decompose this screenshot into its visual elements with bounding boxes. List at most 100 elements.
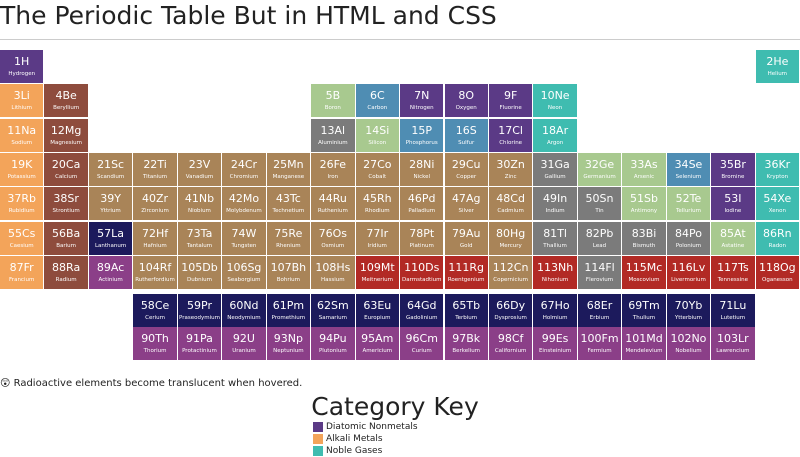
- element-name: Chromium: [229, 173, 259, 180]
- element-label: 104Rf: [133, 261, 176, 274]
- atomic-number: 79: [451, 226, 466, 240]
- element-symbol: Hs: [336, 260, 351, 274]
- atomic-number: 92: [232, 332, 247, 346]
- element-symbol: Mn: [287, 157, 304, 171]
- element-name: Samarium: [318, 315, 347, 321]
- atomic-number: 48: [496, 192, 511, 206]
- element-cell: 72Hf Hafnium: [133, 221, 177, 255]
- element-name: Iodine: [724, 208, 742, 215]
- element-symbol: Pr: [201, 299, 212, 312]
- element-label: 115Mc: [622, 261, 665, 274]
- element-name: Phosphorus: [405, 139, 438, 146]
- element-label: 28Ni: [400, 158, 443, 171]
- element-name: Lead: [592, 242, 607, 249]
- element-label: 94Pu: [311, 333, 354, 345]
- element-label: 26Fe: [311, 158, 354, 171]
- atomic-number: 107: [270, 260, 292, 274]
- element-symbol: Ir: [380, 226, 389, 240]
- element-symbol: Na: [21, 123, 37, 137]
- element-name: Thallium: [543, 242, 567, 249]
- element-cell: 112Cn Copernicium: [488, 255, 533, 289]
- element-symbol: Se: [688, 157, 703, 171]
- element-name: Iridium: [367, 242, 387, 249]
- key-title: Category Key: [311, 392, 479, 421]
- atomic-number: 51: [630, 192, 644, 206]
- atomic-number: 88: [52, 260, 67, 274]
- atomic-number: 40: [142, 192, 156, 206]
- element-cell: 40Zr Zirconium: [133, 187, 177, 221]
- element-label: 41Nb: [178, 193, 221, 205]
- atomic-number: 94: [319, 332, 334, 346]
- element-name: Copper: [456, 173, 477, 180]
- element-name: Mendelevium: [625, 348, 663, 355]
- element-cell: 55Cs Caesium: [0, 221, 44, 255]
- element-name: Actinium: [98, 276, 123, 283]
- element-label: 34Se: [667, 157, 710, 171]
- element-symbol: No: [691, 332, 707, 346]
- element-name: Potassium: [7, 173, 36, 180]
- element-label: 46Pd: [400, 193, 443, 205]
- atomic-number: 39: [100, 192, 115, 206]
- element-label: 118Og: [756, 261, 799, 274]
- element-cell: 82Pb Lead: [577, 221, 622, 255]
- element-name: Manganese: [272, 173, 305, 180]
- element-name: Sulfur: [458, 139, 475, 146]
- element-cell: 109Mt Meitnerium: [355, 255, 399, 289]
- element-name: Holmium: [542, 315, 568, 321]
- element-name: Tennessine: [717, 276, 749, 283]
- element-symbol: Lv: [692, 260, 706, 274]
- atomic-number: 90: [141, 332, 156, 346]
- element-name: Lanthanum: [94, 242, 127, 249]
- element-name: Strontium: [52, 208, 80, 215]
- atomic-number: 3: [13, 89, 21, 103]
- element-label: 63Eu: [356, 300, 399, 312]
- element-name: Bismuth: [632, 242, 656, 249]
- element-symbol: Mo: [242, 192, 260, 206]
- atomic-number: 10: [540, 89, 555, 103]
- element-symbol: Pt: [423, 226, 435, 240]
- element-cell: 11Na Sodium: [0, 118, 44, 152]
- element-name: Krypton: [766, 173, 789, 180]
- element-label: 57La: [89, 227, 132, 240]
- element-symbol: Nh: [557, 260, 574, 274]
- element-name: Titanium: [142, 173, 168, 180]
- element-name: Livermorium: [671, 276, 706, 283]
- element-label: 9F: [489, 90, 532, 102]
- element-name: Zinc: [504, 173, 517, 180]
- atomic-number: 81: [543, 226, 558, 240]
- element-cell: 117Ts Tennessine: [711, 255, 755, 289]
- element-symbol: Er: [600, 299, 613, 312]
- element-label: 114Fl: [578, 261, 621, 274]
- atomic-number: 64: [406, 299, 421, 312]
- element-cell: 27Co Cobalt: [355, 152, 399, 186]
- element-symbol: Bh: [291, 260, 307, 274]
- element-name: Tellurium: [675, 208, 701, 215]
- element-label: 43Tc: [267, 193, 310, 205]
- element-label: 83Bi: [622, 227, 665, 240]
- element-symbol: Os: [332, 226, 348, 240]
- element-symbol: Mt: [380, 260, 395, 274]
- element-label: 55Cs: [0, 227, 43, 240]
- element-cell: 28Ni Nickel: [400, 152, 444, 186]
- atomic-number: 45: [362, 192, 377, 206]
- element-cell: 67Ho Holmium: [533, 294, 577, 327]
- element-label: 15P: [400, 124, 443, 137]
- element-name: Scandium: [96, 173, 125, 180]
- element-cell: 39Y Yttrium: [88, 187, 133, 221]
- element-cell: 19K Potassium: [0, 152, 44, 186]
- element-name: Europium: [364, 315, 391, 321]
- element-symbol: Nd: [243, 299, 259, 312]
- element-symbol: Cr: [244, 157, 258, 171]
- element-cell: 2He Helium: [755, 50, 800, 83]
- element-name: Ytterbium: [674, 315, 703, 321]
- element-cell: 9F Fluorine: [488, 84, 533, 118]
- element-name: Francium: [9, 276, 35, 283]
- atomic-number: 86: [763, 226, 778, 240]
- element-label: 116Lv: [667, 260, 710, 274]
- atomic-number: 56: [51, 226, 66, 240]
- element-name: Einsteinium: [538, 348, 572, 355]
- element-label: 5B: [311, 90, 354, 102]
- element-cell: 52Te Tellurium: [666, 187, 711, 221]
- element-cell: 61Pm Promethium: [266, 294, 311, 327]
